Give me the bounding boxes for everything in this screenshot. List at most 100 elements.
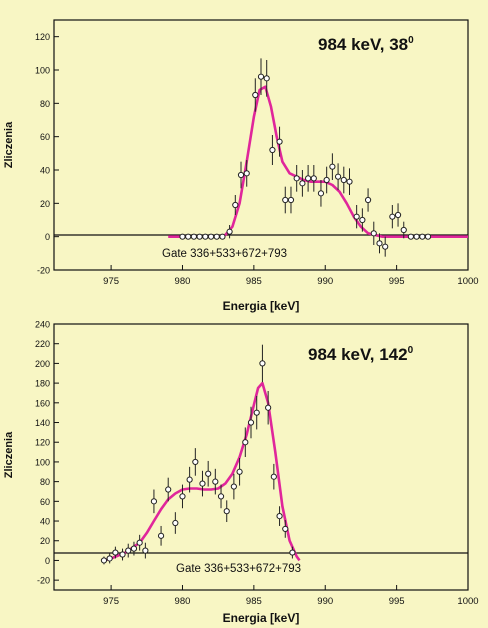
- data-point: [112, 546, 119, 559]
- x-tick-label: 1000: [457, 276, 478, 287]
- fit-curve: [168, 85, 468, 238]
- data-marker: [359, 216, 366, 224]
- data-point: [346, 168, 353, 195]
- data-marker: [364, 196, 372, 204]
- plot-area: [53, 19, 469, 271]
- data-point: [190, 233, 198, 240]
- data-point: [232, 195, 239, 215]
- data-point: [157, 525, 165, 546]
- data-marker: [179, 233, 186, 240]
- data-point: [100, 556, 108, 565]
- data-point: [364, 188, 372, 212]
- data-marker: [263, 75, 270, 82]
- data-marker: [212, 478, 219, 485]
- x-tick-label: 980: [175, 276, 191, 287]
- data-point: [212, 468, 219, 495]
- data-marker: [282, 525, 289, 533]
- data-point: [179, 484, 186, 509]
- spectrum-panel-142-deg: -20 0 20 40 60 80 100 120 140 160 180 200 220 240 975…: [3, 320, 479, 626]
- data-point: [119, 548, 126, 561]
- data-marker: [237, 171, 245, 179]
- data-marker: [243, 170, 250, 177]
- y-tick-label: 120: [35, 32, 50, 42]
- data-point: [257, 58, 265, 95]
- data-marker: [276, 513, 283, 520]
- y-tick-label: 40: [40, 517, 50, 527]
- data-point: [282, 186, 289, 214]
- data-marker: [317, 190, 325, 197]
- data-point: [340, 166, 347, 194]
- chart-title: 984 keV, 380: [318, 35, 414, 54]
- data-point: [276, 506, 283, 526]
- data-point: [293, 165, 300, 192]
- data-marker: [112, 549, 119, 556]
- data-point: [136, 534, 143, 551]
- data-marker: [259, 360, 266, 367]
- gate-annotation: Gate 336+533+672+793: [176, 563, 301, 575]
- data-point: [219, 233, 226, 240]
- data-marker: [142, 547, 149, 554]
- data-marker: [232, 201, 239, 209]
- fit-curve: [103, 381, 301, 562]
- data-point: [150, 489, 158, 514]
- data-marker: [329, 163, 336, 170]
- data-point: [382, 236, 389, 257]
- data-marker: [400, 226, 407, 234]
- gate-annotation: Gate 336+533+672+793: [162, 248, 287, 260]
- data-point: [247, 406, 255, 439]
- data-marker: [257, 73, 265, 80]
- data-marker: [394, 211, 402, 219]
- y-axis-label: Zliczenia: [3, 121, 15, 168]
- data-marker: [287, 196, 295, 204]
- data-point: [237, 161, 245, 189]
- y-tick-label: 60: [40, 497, 50, 507]
- data-marker: [205, 470, 212, 477]
- y-tick-label: 220: [35, 339, 50, 349]
- data-marker: [196, 233, 203, 240]
- data-marker: [376, 240, 383, 247]
- data-marker: [136, 539, 143, 546]
- data-marker: [419, 233, 426, 240]
- data-marker: [150, 498, 158, 505]
- data-marker: [106, 555, 113, 562]
- y-axis-ticks: -20 0 20 40 60 80 100 120 140 160 180 200 220 240: [35, 320, 59, 586]
- data-marker: [253, 409, 260, 416]
- data-point: [323, 166, 330, 194]
- data-marker: [190, 233, 198, 240]
- x-tick-label: 975: [103, 276, 119, 287]
- x-tick-label: 995: [389, 276, 405, 287]
- data-marker: [165, 486, 172, 493]
- y-tick-label: 80: [40, 477, 50, 487]
- data-marker: [223, 508, 230, 515]
- data-point: [217, 484, 225, 509]
- data-point: [400, 221, 407, 239]
- data-point: [287, 186, 295, 214]
- data-point: [236, 457, 243, 486]
- data-point: [370, 221, 377, 245]
- data-point: [259, 344, 266, 383]
- data-marker: [310, 175, 317, 182]
- x-tick-label: 985: [246, 276, 262, 287]
- x-tick-label: 995: [389, 596, 405, 607]
- data-marker: [199, 480, 206, 487]
- data-point: [179, 233, 186, 240]
- data-point: [299, 170, 306, 197]
- data-marker: [424, 233, 432, 240]
- data-marker: [389, 213, 396, 220]
- data-point: [202, 233, 209, 240]
- data-marker: [252, 91, 259, 99]
- data-point: [289, 546, 296, 559]
- data-marker: [213, 233, 220, 240]
- data-point: [186, 466, 193, 493]
- data-marker: [192, 458, 199, 466]
- data-point: [317, 180, 325, 207]
- data-point: [125, 543, 132, 558]
- data-point: [413, 233, 420, 240]
- y-axis-ticks: -20 0 20 40 60 80 100 120: [35, 32, 59, 276]
- data-point: [305, 165, 312, 192]
- x-tick-label: 985: [246, 596, 262, 607]
- x-axis-label: Energia [keV]: [223, 299, 300, 313]
- data-point: [376, 233, 383, 254]
- data-point: [199, 470, 206, 497]
